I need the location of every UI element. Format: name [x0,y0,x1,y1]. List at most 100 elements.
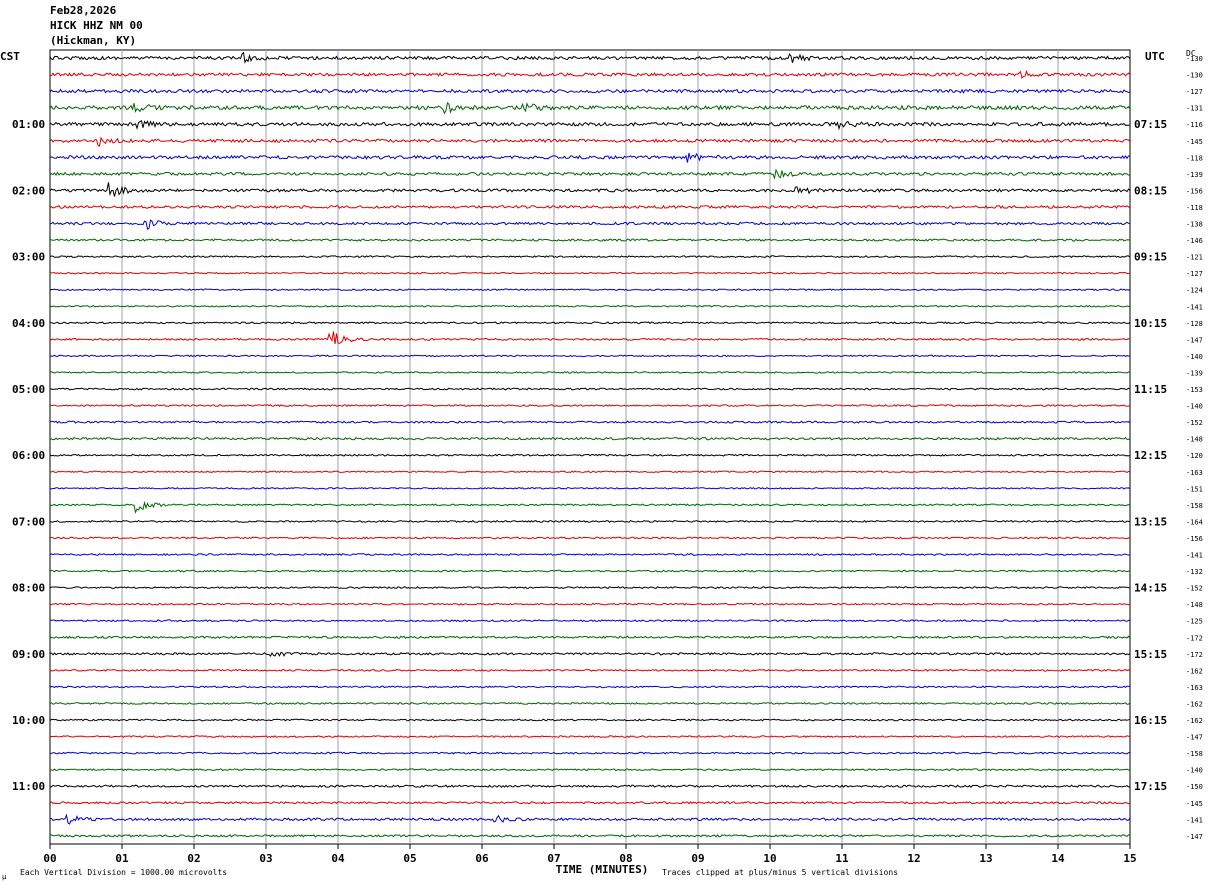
trace-line-14 [49,271,1131,275]
dc-offset-label: -141 [1186,816,1203,824]
trace-line-2 [49,70,1131,80]
x-tick-label: 13 [979,852,992,865]
x-tick-label: 07 [547,852,560,865]
dc-offset-label: -141 [1186,303,1203,311]
dc-offset-label: -150 [1186,783,1203,791]
dc-offset-label: -139 [1186,369,1203,377]
trace-line-26 [49,470,1131,474]
dc-offset-label: -125 [1186,618,1203,626]
dc-offset-label: -148 [1186,436,1203,444]
trace-line-41 [49,718,1131,722]
dc-offset-label: -118 [1186,204,1203,212]
trace-line-39 [49,685,1131,689]
trace-line-40 [49,702,1131,705]
dc-offset-label: -116 [1186,121,1203,129]
dc-offset-label: -148 [1186,601,1203,609]
x-tick-label: 12 [907,852,920,865]
station-location: (Hickman, KY) [50,34,137,47]
x-tick-label: 11 [835,852,849,865]
dc-offset-label: -139 [1186,171,1203,179]
trace-line-28 [49,500,1131,514]
dc-offset-label: -147 [1186,336,1203,344]
scale-note: Each Vertical Division = 1000.00 microvo… [20,868,227,877]
right-hour-label: 12:15 [1134,449,1167,462]
trace-line-5 [49,120,1131,131]
seismic-traces [49,51,1131,838]
left-hour-label: 05:00 [12,383,45,396]
trace-line-25 [49,453,1131,457]
trace-line-36 [49,635,1131,639]
dc-offset-label: -130 [1186,55,1203,63]
dc-offset-label: -151 [1186,485,1203,493]
left-hour-label: 06:00 [12,449,45,462]
x-tick-label: 02 [187,852,200,865]
trace-line-35 [49,619,1131,623]
x-tick-label: 04 [331,852,345,865]
dc-offset-label: -132 [1186,568,1203,576]
trace-line-10 [49,204,1131,210]
dc-offset-label: -128 [1186,320,1203,328]
left-hour-label: 02:00 [12,184,45,197]
right-hour-label: 17:15 [1134,780,1167,793]
right-timezone-label: UTC [1145,50,1165,63]
left-hour-label: 07:00 [12,515,45,528]
x-tick-label: 14 [1051,852,1065,865]
x-tick-label: 00 [43,852,56,865]
dc-offset-label: -140 [1186,767,1203,775]
trace-line-24 [49,436,1131,441]
x-tick-label: 01 [115,852,129,865]
dc-offset-label: -147 [1186,734,1203,742]
trace-line-18 [49,331,1131,344]
trace-line-37 [49,651,1131,657]
axis-labels: 00 01 02 03 04 05 06 07 08 09 10 11 12 13 14 15 -130 -130… [12,55,1203,865]
dc-offset-label: -158 [1186,502,1203,510]
trace-line-6 [49,136,1131,147]
plot-date: Feb28,2026 [50,4,117,17]
trace-line-17 [49,321,1131,325]
trace-line-29 [49,519,1131,523]
trace-line-9 [49,182,1131,197]
left-hour-label: 11:00 [12,780,45,793]
dc-offset-header: DC [1186,49,1196,58]
dc-offset-label: -163 [1186,684,1203,692]
trace-line-46 [49,801,1131,805]
dc-offset-label: -130 [1186,72,1203,80]
dc-offset-label: -145 [1186,138,1203,146]
dc-offset-label: -153 [1186,386,1203,394]
dc-offset-label: -141 [1186,552,1203,560]
x-tick-label: 03 [259,852,272,865]
trace-line-45 [50,784,1131,788]
trace-line-32 [49,569,1131,573]
dc-offset-label: -140 [1186,353,1203,361]
trace-line-42 [49,735,1131,738]
trace-line-34 [49,602,1131,606]
dc-offset-label: -131 [1186,105,1203,113]
x-tick-label: 15 [1123,852,1136,865]
dc-offset-label: -140 [1186,403,1203,411]
trace-line-8 [49,168,1131,180]
left-hour-label: 08:00 [12,582,45,595]
right-hour-label: 13:15 [1134,515,1167,528]
x-tick-label: 09 [691,852,704,865]
dc-offset-label: -118 [1186,154,1203,162]
plot-frame [49,49,1131,845]
trace-line-22 [50,404,1131,408]
trace-line-1 [49,51,1131,64]
trace-line-33 [49,586,1131,590]
minute-gridlines [49,50,1131,849]
trace-line-16 [49,304,1131,308]
right-hour-label: 07:15 [1134,118,1167,131]
right-hour-label: 10:15 [1134,317,1167,330]
right-hour-label: 16:15 [1134,714,1167,727]
clip-note: Traces clipped at plus/minus 5 vertical … [662,868,898,877]
dc-offset-label: -127 [1186,270,1203,278]
right-hour-label: 08:15 [1134,184,1167,197]
trace-line-20 [49,371,1131,374]
dc-offset-label: -172 [1186,651,1203,659]
dc-offset-label: -162 [1186,717,1203,725]
dc-offset-label: -163 [1186,469,1203,477]
dc-offset-label: -147 [1186,833,1203,841]
dc-offset-label: -138 [1186,221,1203,229]
dc-offset-label: -120 [1186,452,1203,460]
